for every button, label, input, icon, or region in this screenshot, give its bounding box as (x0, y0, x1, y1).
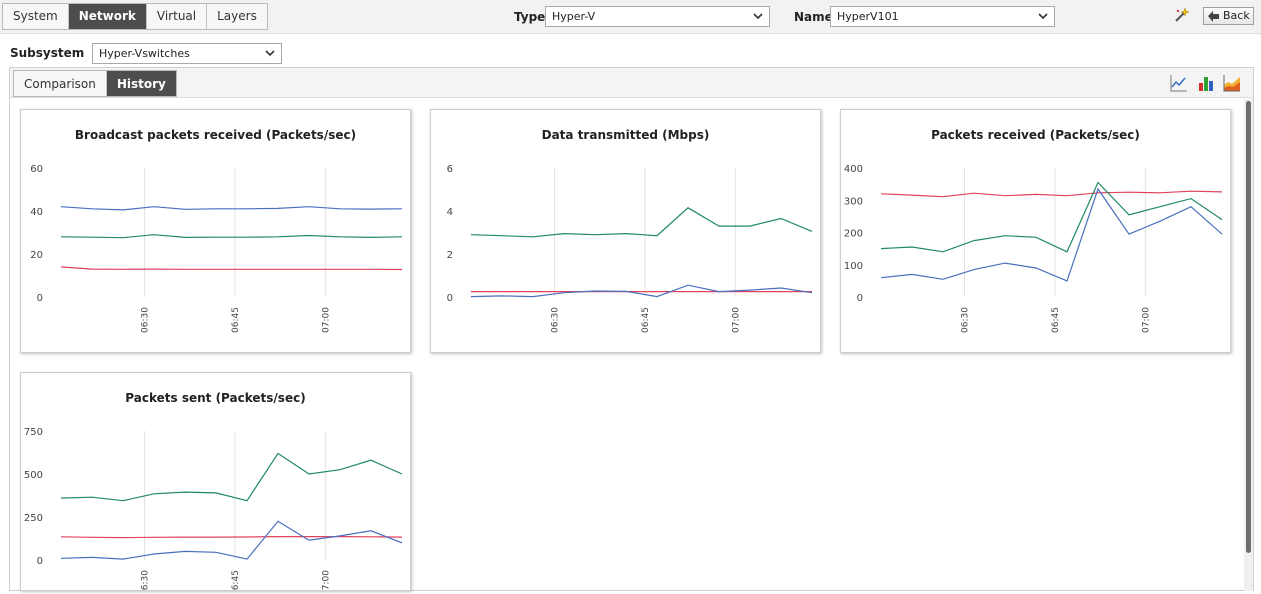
chevron-down-icon (1038, 13, 1048, 20)
view-tabs: Comparison History (13, 70, 177, 97)
x-tick-label: 07:00 (321, 570, 331, 591)
category-tabs: System Network Virtual Layers (2, 3, 268, 30)
chart-title: Packets received (Packets/sec) (931, 128, 1140, 142)
history-panel: Comparison History Broadcast packets rec… (9, 67, 1254, 591)
y-tick-label: 400 (844, 164, 863, 175)
chart-card-data-transmitted: Data transmitted (Mbps) 06:30 06:45 07:00 0… (430, 109, 821, 353)
chevron-down-icon (753, 13, 763, 20)
chart-title: Packets sent (Packets/sec) (125, 391, 306, 405)
back-button-label: Back (1223, 9, 1250, 22)
vertical-scrollbar[interactable] (1244, 99, 1253, 591)
y-tick-label: 60 (30, 164, 43, 175)
chart-card-packets-sent: Packets sent (Packets/sec) 06:30 06:45 07:… (20, 372, 411, 591)
x-tick-label: 06:45 (1051, 307, 1061, 333)
series-line (60, 452, 403, 502)
y-tick-label: 0 (447, 293, 453, 304)
line-chart: 06:30 06:45 07:00 0 100 200 300 400 (844, 164, 1223, 333)
x-tick-label: 06:45 (231, 570, 241, 591)
bar-chart-icon[interactable] (1197, 74, 1215, 92)
tab-comparison[interactable]: Comparison (14, 71, 107, 96)
series-line (60, 234, 403, 239)
x-tick-label: 06:30 (141, 307, 151, 333)
x-tick-label: 07:00 (1141, 307, 1151, 333)
tab-virtual[interactable]: Virtual (146, 4, 208, 29)
y-tick-label: 200 (844, 229, 863, 240)
subsystem-label: Subsystem (10, 46, 85, 60)
series-line (880, 187, 1223, 282)
series-line (880, 181, 1223, 253)
subsystem-select-value: Hyper-Vswitches (99, 47, 190, 60)
chart-card-broadcast-packets: Broadcast packets received (Packets/sec)… (20, 109, 411, 353)
type-select-value: Hyper-V (552, 10, 596, 23)
series-line (470, 207, 813, 238)
tab-history[interactable]: History (106, 71, 176, 96)
y-tick-label: 20 (30, 250, 43, 261)
scrollbar-thumb[interactable] (1246, 101, 1251, 553)
y-tick-label: 0 (857, 293, 863, 304)
x-tick-label: 06:45 (641, 307, 651, 333)
type-label: Type (514, 10, 546, 24)
series-line (60, 206, 403, 211)
series-line (60, 520, 403, 560)
y-tick-label: 0 (37, 293, 43, 304)
x-tick-label: 07:00 (321, 307, 331, 333)
y-tick-label: 100 (844, 261, 863, 272)
name-select[interactable]: HyperV101 (830, 6, 1055, 27)
y-tick-label: 300 (844, 196, 863, 207)
series-line (880, 190, 1223, 198)
series-line (470, 284, 813, 298)
back-arrow-icon (1208, 11, 1219, 22)
series-line (60, 266, 403, 271)
wizard-icon[interactable] (1173, 7, 1191, 25)
series-line (60, 536, 403, 539)
y-tick-label: 6 (447, 164, 453, 175)
tab-system[interactable]: System (3, 4, 69, 29)
y-tick-label: 750 (24, 427, 43, 438)
type-select[interactable]: Hyper-V (545, 6, 770, 27)
panel-header: Comparison History (10, 68, 1253, 98)
subsystem-select[interactable]: Hyper-Vswitches (92, 43, 282, 64)
x-tick-label: 06:30 (961, 307, 971, 333)
x-tick-label: 06:30 (141, 570, 151, 591)
y-tick-label: 500 (24, 470, 43, 481)
chevron-down-icon (265, 50, 275, 57)
tab-layers[interactable]: Layers (207, 4, 267, 29)
back-button[interactable]: Back (1203, 7, 1254, 25)
chart-title: Broadcast packets received (Packets/sec) (74, 128, 357, 142)
x-tick-label: 06:30 (551, 307, 561, 333)
y-tick-label: 250 (24, 513, 43, 524)
y-tick-label: 2 (447, 250, 453, 261)
tab-network[interactable]: Network (68, 4, 147, 29)
line-chart: 06:30 06:45 07:00 0 20 40 60 (30, 164, 403, 333)
line-chart-icon[interactable] (1170, 74, 1188, 92)
name-label: Name (794, 10, 833, 24)
x-tick-label: 07:00 (731, 307, 741, 333)
chart-title: Data transmitted (Mbps) (541, 128, 710, 142)
x-tick-label: 06:45 (231, 307, 241, 333)
y-tick-label: 4 (447, 207, 453, 218)
top-toolbar: System Network Virtual Layers Type Hyper… (0, 0, 1261, 34)
name-select-value: HyperV101 (837, 10, 899, 23)
chart-card-packets-received: Packets received (Packets/sec) 06:30 06:4… (840, 109, 1231, 353)
y-tick-label: 0 (37, 556, 43, 567)
line-chart: 06:30 06:45 07:00 0 2 4 6 (447, 164, 813, 333)
y-tick-label: 40 (30, 207, 43, 218)
line-chart: 06:30 06:45 07:00 0 250 500 750 (24, 427, 403, 591)
area-chart-icon[interactable] (1223, 74, 1241, 92)
